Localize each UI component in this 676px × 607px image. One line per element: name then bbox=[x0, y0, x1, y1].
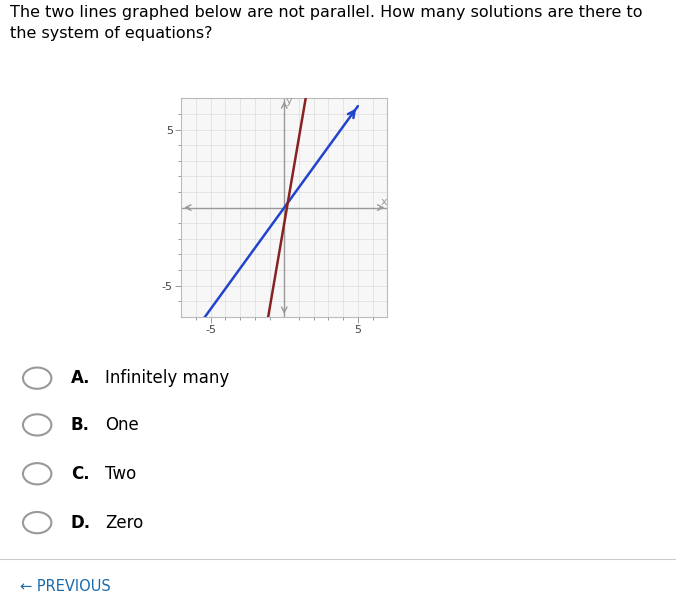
Text: y: y bbox=[286, 97, 293, 106]
Text: B.: B. bbox=[71, 416, 90, 434]
Text: A.: A. bbox=[71, 369, 91, 387]
Text: The two lines graphed below are not parallel. How many solutions are there to
th: The two lines graphed below are not para… bbox=[10, 5, 643, 41]
Text: x: x bbox=[381, 197, 388, 207]
Text: One: One bbox=[105, 416, 139, 434]
Text: C.: C. bbox=[71, 465, 90, 483]
Text: ← PREVIOUS: ← PREVIOUS bbox=[20, 578, 111, 594]
Text: Two: Two bbox=[105, 465, 136, 483]
Text: Zero: Zero bbox=[105, 514, 143, 532]
Text: Infinitely many: Infinitely many bbox=[105, 369, 229, 387]
Text: D.: D. bbox=[71, 514, 91, 532]
